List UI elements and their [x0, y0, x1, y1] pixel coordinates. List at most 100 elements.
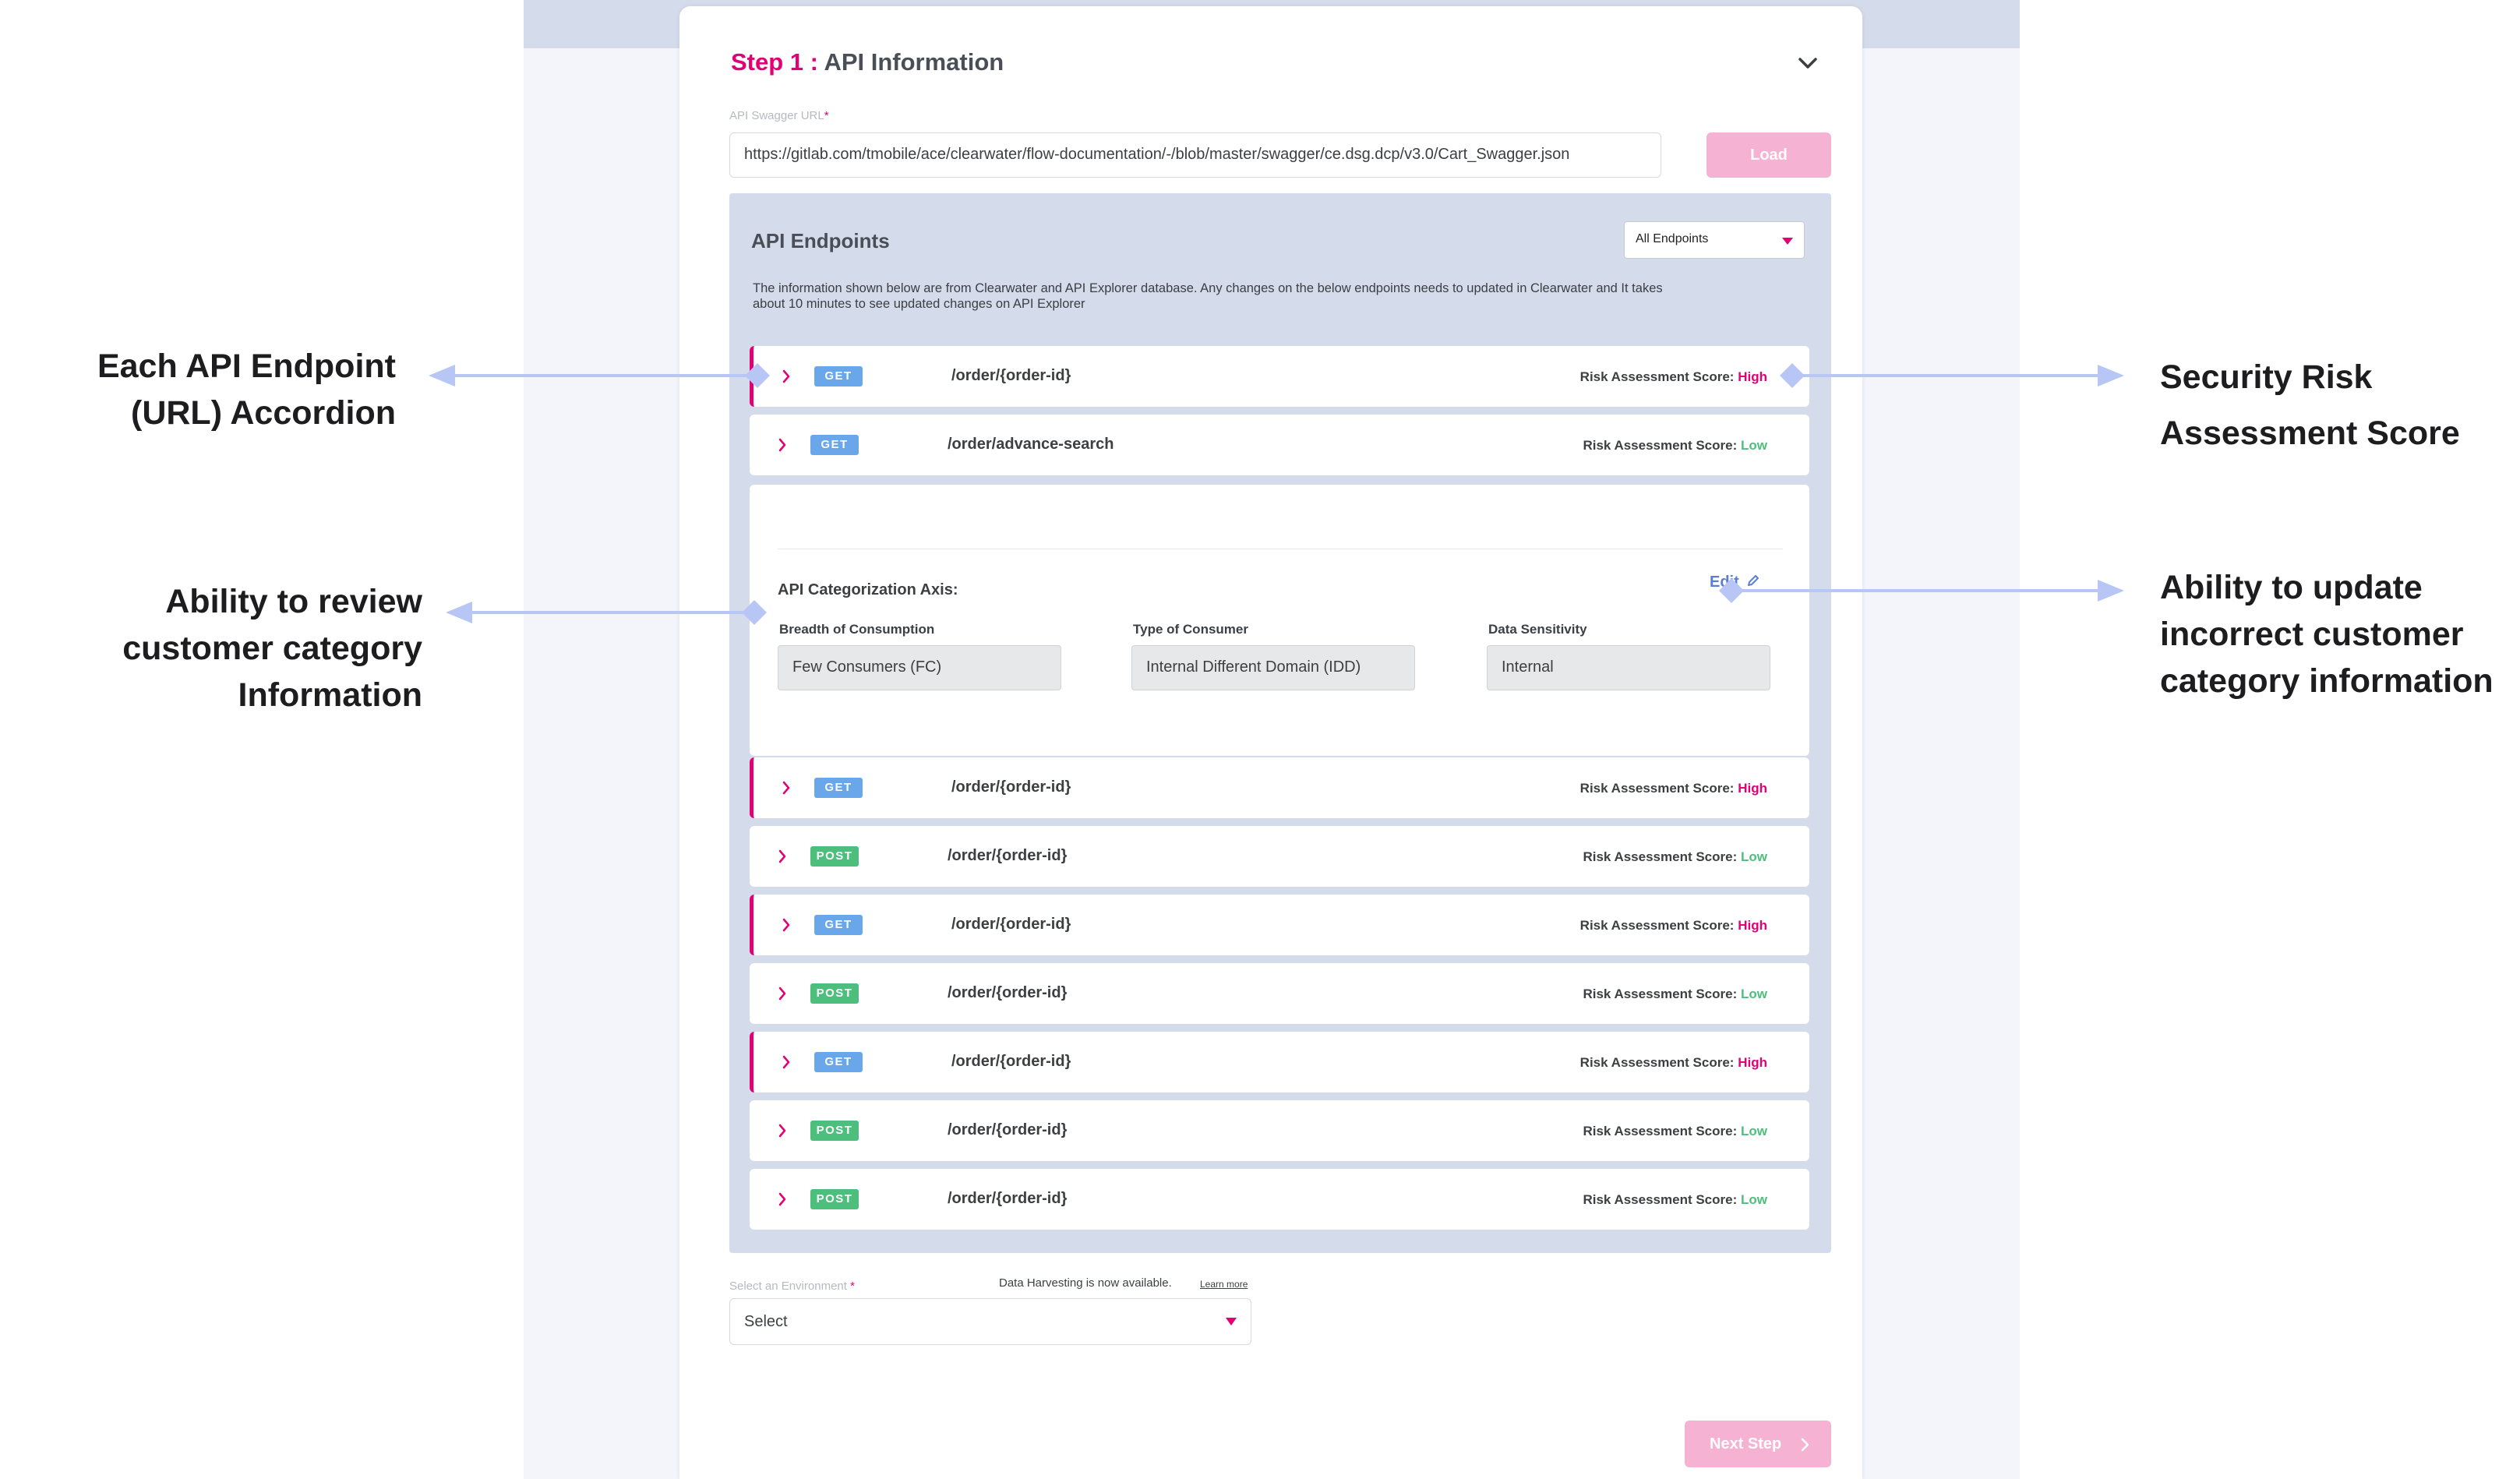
consumer-type-field: Internal Different Domain (IDD) — [1131, 645, 1415, 690]
step-name: API Information — [824, 48, 1004, 76]
endpoint-row[interactable]: GET/order/{order-id} Risk Assessment Scor… — [750, 757, 1809, 818]
risk-score: Risk Assessment Score: Low — [1583, 438, 1767, 454]
risk-score-value: High — [1738, 918, 1767, 933]
risk-score-value: Low — [1741, 1192, 1767, 1207]
risk-score-label: Risk Assessment Score: — [1583, 987, 1738, 1001]
method-badge: POST — [810, 1121, 859, 1141]
endpoint-row[interactable]: GET/order/{order-id} Risk Assessment Scor… — [750, 895, 1809, 955]
next-step-button[interactable]: Next Step — [1685, 1421, 1831, 1467]
chevron-right-icon[interactable] — [776, 1122, 789, 1139]
endpoint-path: /order/{order-id} — [948, 1190, 1068, 1207]
risk-score: Risk Assessment Score: High — [1580, 918, 1767, 934]
swagger-url-label: API Swagger URL* — [729, 109, 829, 122]
info-text: The information shown below are from Cle… — [753, 281, 1663, 311]
environment-label: Select an Environment * — [729, 1280, 855, 1293]
chevron-right-icon[interactable] — [776, 436, 789, 454]
chevron-right-icon[interactable] — [776, 848, 789, 865]
endpoint-path: /order/{order-id} — [948, 984, 1068, 1001]
endpoint-row[interactable]: POST/order/{order-id} Risk Assessment Sco… — [750, 826, 1809, 887]
risk-score-value: Low — [1741, 438, 1767, 453]
api-endpoints-panel: API Endpoints All Endpoints The informat… — [729, 193, 1831, 1253]
annotation-arrow-review — [446, 600, 767, 625]
endpoint-path: /order/advance-search — [948, 436, 1114, 453]
endpoint-details: API Categorization Axis: Edit Breadth of… — [750, 485, 1809, 756]
chevron-down-icon[interactable] — [1794, 53, 1822, 75]
step-title: Step 1 : API Information — [731, 48, 1004, 76]
panel-title: API Endpoints — [751, 229, 890, 252]
risk-score-label: Risk Assessment Score: — [1579, 918, 1735, 933]
risk-score-label: Risk Assessment Score: — [1579, 1055, 1735, 1070]
method-badge: GET — [814, 778, 863, 798]
pencil-icon — [1748, 575, 1759, 586]
endpoint-path: /order/{order-id} — [948, 1121, 1068, 1138]
annotation-score: Security Risk Assessment Score — [2160, 358, 2460, 452]
endpoint-path: /order/{order-id} — [951, 916, 1071, 933]
endpoint-path: /order/{order-id} — [951, 1053, 1071, 1070]
filter-value: All Endpoints — [1636, 232, 1709, 245]
method-badge: GET — [814, 366, 863, 387]
endpoint-path: /order/{order-id} — [951, 778, 1071, 796]
chevron-right-icon[interactable] — [780, 779, 792, 796]
annotation-arrow-update — [1719, 578, 2124, 603]
step-number: Step 1 : — [731, 48, 818, 76]
chevron-right-icon[interactable] — [776, 1191, 789, 1208]
risk-score-value: High — [1738, 1055, 1767, 1070]
risk-score: Risk Assessment Score: Low — [1583, 1124, 1767, 1139]
annotation-update: Ability to update incorrect customer categ… — [2160, 569, 2494, 700]
endpoint-path: /order/{order-id} — [948, 847, 1068, 864]
method-badge: POST — [810, 846, 859, 867]
risk-score-label: Risk Assessment Score: — [1583, 849, 1738, 864]
environment-select[interactable]: Select — [729, 1298, 1251, 1345]
chevron-right-icon — [1801, 1438, 1809, 1452]
risk-score: Risk Assessment Score: Low — [1583, 849, 1767, 865]
risk-score-value: Low — [1741, 849, 1767, 864]
annotation-review: Ability to review customer category Inform… — [122, 583, 422, 714]
chevron-right-icon[interactable] — [780, 916, 792, 934]
data-sensitivity-label: Data Sensitivity — [1488, 622, 1587, 637]
risk-score-label: Risk Assessment Score: — [1583, 1192, 1738, 1207]
endpoint-row[interactable]: GET/order/{order-id} Risk Assessment Scor… — [750, 1032, 1809, 1092]
endpoint-path: /order/{order-id} — [951, 367, 1071, 384]
caret-down-icon — [1782, 238, 1793, 245]
risk-score-value: Low — [1741, 1124, 1767, 1138]
risk-score-value: High — [1738, 369, 1767, 384]
step-card: Step 1 : API Information API Swagger URL… — [679, 6, 1862, 1479]
risk-score-label: Risk Assessment Score: — [1583, 1124, 1738, 1138]
consumer-type-label: Type of Consumer — [1133, 622, 1248, 637]
breadth-label: Breadth of Consumption — [779, 622, 935, 637]
endpoint-row[interactable]: POST/order/{order-id} Risk Assessment Sco… — [750, 1100, 1809, 1161]
risk-score: Risk Assessment Score: Low — [1583, 1192, 1767, 1208]
next-step-label: Next Step — [1710, 1435, 1782, 1453]
learn-more-link[interactable]: Learn more — [1200, 1279, 1248, 1290]
method-badge: POST — [810, 1189, 859, 1209]
endpoints-filter-select[interactable]: All Endpoints — [1624, 221, 1805, 259]
annotation-arrow-accordion — [429, 363, 770, 388]
annotation-arrow-score — [1780, 363, 2124, 388]
harvest-note: Data Harvesting is now available. — [999, 1276, 1172, 1290]
endpoint-row[interactable]: POST/order/{order-id} Risk Assessment Sco… — [750, 1169, 1809, 1230]
endpoint-row[interactable]: GET/order/{order-id} Risk Assessment Scor… — [750, 346, 1809, 407]
risk-score-value: Low — [1741, 987, 1767, 1001]
method-badge: GET — [810, 435, 859, 455]
risk-score-value: High — [1738, 781, 1767, 796]
data-sensitivity-field: Internal — [1487, 645, 1770, 690]
environment-value: Select — [744, 1313, 788, 1330]
risk-score-label: Risk Assessment Score: — [1579, 781, 1735, 796]
method-badge: GET — [814, 915, 863, 935]
risk-score: Risk Assessment Score: High — [1580, 369, 1767, 385]
risk-score: Risk Assessment Score: High — [1580, 781, 1767, 796]
chevron-right-icon[interactable] — [780, 368, 792, 385]
endpoint-row[interactable]: GET/order/advance-search Risk Assessment … — [750, 415, 1809, 475]
chevron-right-icon[interactable] — [776, 985, 789, 1002]
method-badge: POST — [810, 983, 859, 1004]
swagger-url-input[interactable]: https://gitlab.com/tmobile/ace/clearwate… — [729, 132, 1661, 178]
chevron-right-icon[interactable] — [780, 1054, 792, 1071]
risk-score: Risk Assessment Score: High — [1580, 1055, 1767, 1071]
caret-down-icon — [1226, 1318, 1237, 1325]
endpoint-row[interactable]: POST/order/{order-id} Risk Assessment Sco… — [750, 963, 1809, 1024]
load-button[interactable]: Load — [1706, 132, 1831, 178]
risk-score-label: Risk Assessment Score: — [1583, 438, 1738, 453]
annotation-accordion: Each API Endpoint (URL) Accordion — [97, 348, 396, 432]
risk-score: Risk Assessment Score: Low — [1583, 987, 1767, 1002]
